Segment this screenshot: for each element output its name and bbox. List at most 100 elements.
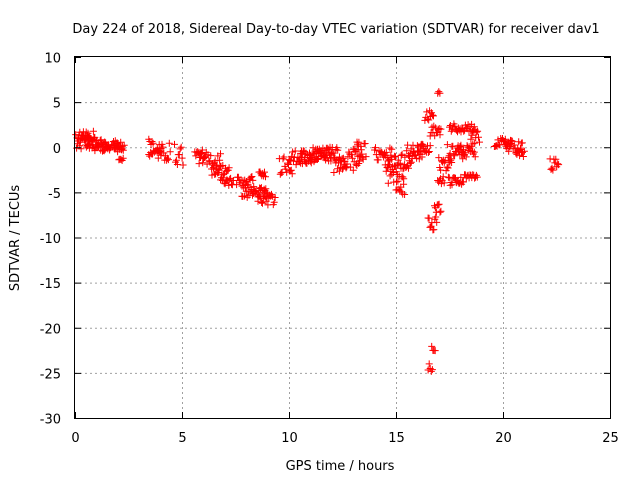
data-point: [164, 154, 171, 162]
data-point: [444, 164, 452, 172]
data-point: [207, 152, 215, 160]
data-point: [198, 146, 206, 154]
data-point: [361, 140, 369, 147]
data-point: [418, 153, 426, 161]
data-point: [177, 143, 185, 151]
data-point: [407, 158, 415, 166]
data-point: [239, 177, 247, 185]
y-tick-label: -20: [40, 322, 61, 337]
data-point: [508, 137, 516, 145]
data-point: [507, 136, 514, 144]
data-point: [171, 140, 178, 148]
data-point: [475, 133, 482, 141]
data-point: [348, 154, 356, 162]
data-point: [425, 360, 433, 368]
data-point: [383, 163, 391, 171]
data-point: [217, 150, 224, 158]
data-point: [471, 153, 479, 161]
data-point: [148, 138, 156, 145]
data-point: [110, 138, 117, 145]
data-point: [195, 160, 203, 168]
data-point: [339, 165, 346, 173]
data-point: [233, 181, 241, 189]
data-point: [354, 142, 362, 150]
x-tick-label: 25: [602, 431, 619, 446]
data-point: [298, 154, 305, 161]
data-point: [100, 147, 108, 155]
data-point: [382, 148, 390, 156]
data-point: [287, 166, 295, 174]
data-point: [401, 191, 409, 198]
data-point: [510, 141, 518, 149]
data-point: [259, 199, 266, 207]
data-point: [448, 159, 456, 166]
data-point: [262, 185, 270, 193]
y-tick-label: 5: [53, 97, 61, 112]
data-point: [291, 147, 299, 155]
data-point: [430, 112, 437, 120]
data-point: [280, 153, 288, 161]
data-point: [435, 125, 443, 132]
chart-title: Day 224 of 2018, Sidereal Day-to-day VTE…: [72, 22, 599, 37]
data-point: [519, 153, 527, 160]
data-point: [165, 139, 173, 147]
data-point: [296, 155, 304, 163]
data-point: [310, 150, 318, 158]
data-point: [464, 143, 472, 151]
data-point: [91, 133, 99, 141]
data-point: [428, 366, 436, 374]
data-point: [399, 173, 407, 181]
data-point: [172, 156, 180, 164]
data-point: [325, 157, 333, 165]
data-point: [440, 179, 448, 187]
data-point: [217, 162, 225, 170]
grid: [75, 57, 610, 418]
data-point: [403, 147, 411, 155]
y-tick-label: -5: [48, 187, 61, 202]
data-points: [72, 88, 563, 375]
data-point: [198, 149, 206, 157]
data-point: [462, 153, 470, 161]
data-point: [342, 164, 350, 172]
y-tick-label: -15: [40, 277, 61, 292]
data-point: [437, 125, 445, 133]
data-point: [555, 161, 563, 169]
data-point: [271, 194, 279, 201]
data-point: [77, 145, 85, 153]
data-point: [334, 146, 342, 154]
data-point: [429, 111, 436, 119]
data-point: [406, 150, 414, 158]
data-point: [424, 149, 432, 156]
data-point: [394, 177, 402, 185]
data-point: [288, 170, 296, 178]
x-tick-label: 5: [178, 431, 186, 446]
data-point: [247, 173, 255, 181]
data-point: [471, 139, 479, 147]
data-point: [449, 142, 457, 150]
data-point: [331, 155, 339, 163]
data-point: [425, 148, 433, 155]
data-point: [117, 138, 125, 146]
data-point: [377, 148, 385, 156]
data-point: [386, 172, 394, 180]
data-point: [428, 123, 436, 131]
data-point: [467, 135, 475, 143]
data-point: [300, 147, 308, 155]
data-point: [118, 142, 126, 150]
data-point: [405, 151, 412, 159]
data-point: [549, 166, 557, 174]
data-point: [270, 198, 278, 206]
data-point: [447, 155, 455, 163]
data-point: [85, 140, 92, 148]
data-point: [388, 145, 396, 153]
data-point: [451, 152, 459, 160]
data-point: [443, 163, 451, 171]
data-point: [551, 159, 559, 167]
data-point: [425, 214, 433, 222]
data-point: [362, 153, 370, 161]
data-point: [380, 153, 388, 161]
data-point: [393, 171, 401, 178]
data-point: [96, 136, 104, 144]
data-point: [474, 127, 482, 135]
